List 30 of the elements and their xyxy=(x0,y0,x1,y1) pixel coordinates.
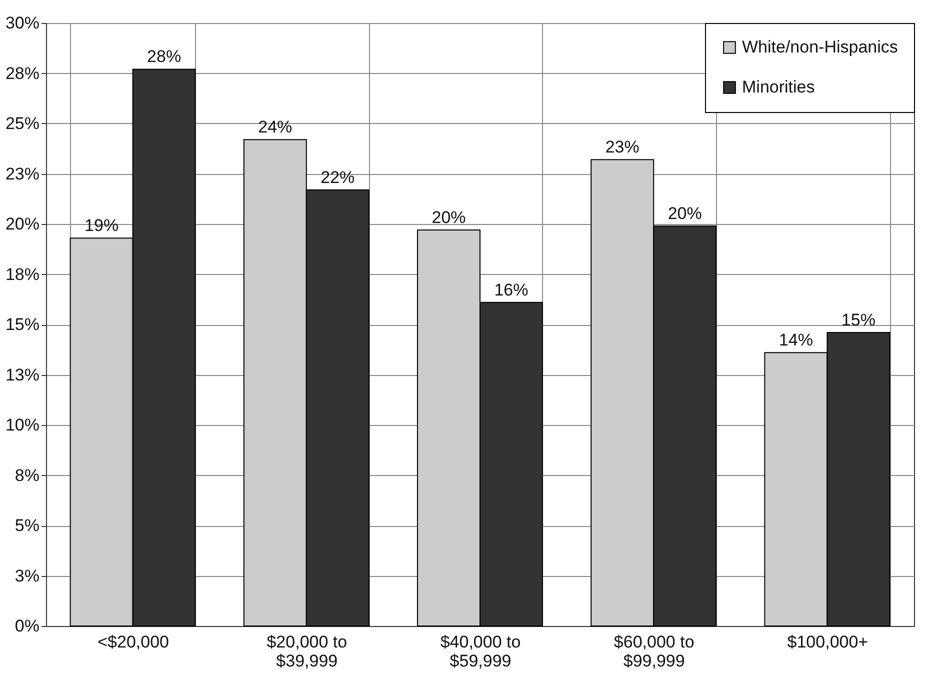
data-label: 20% xyxy=(432,208,466,228)
y-tick-label: 10% xyxy=(5,416,40,434)
y-tick-label: 20% xyxy=(5,214,40,234)
data-label: 19% xyxy=(84,216,119,236)
x-tick-label: $40,000 to $59,999 xyxy=(440,632,521,670)
y-tick-label: 3% xyxy=(14,566,40,586)
legend-label: Minorities xyxy=(742,78,815,96)
y-tick-label: 5% xyxy=(14,516,40,535)
x-tick-label: $100,000+ xyxy=(787,632,868,652)
data-label: 28% xyxy=(147,47,182,66)
data-label: 15% xyxy=(841,310,876,330)
y-tick-label: 28% xyxy=(5,64,40,83)
y-tick-label: 13% xyxy=(5,365,40,384)
data-label: 24% xyxy=(258,118,292,137)
data-label: 22% xyxy=(320,168,355,187)
y-tick-label: 18% xyxy=(5,264,40,284)
y-tick-label: 0% xyxy=(14,616,40,636)
x-tick-label: $20,000 to $39,999 xyxy=(266,632,348,670)
y-tick-label: 25% xyxy=(5,114,40,133)
y-tick-label: 30% xyxy=(5,14,40,32)
data-label: 20% xyxy=(668,204,702,224)
x-tick-label: <$20,000 xyxy=(98,632,169,652)
legend-label: White/non-Hispanics xyxy=(742,38,898,56)
data-label: 16% xyxy=(494,280,528,300)
x-tick-label: $60,000 to $99,999 xyxy=(614,632,694,670)
y-tick-label: 23% xyxy=(5,164,40,184)
y-tick-label: 15% xyxy=(5,315,40,334)
y-tick-label: 8% xyxy=(14,466,40,485)
data-label: 14% xyxy=(778,330,813,350)
data-label: 23% xyxy=(605,138,640,157)
